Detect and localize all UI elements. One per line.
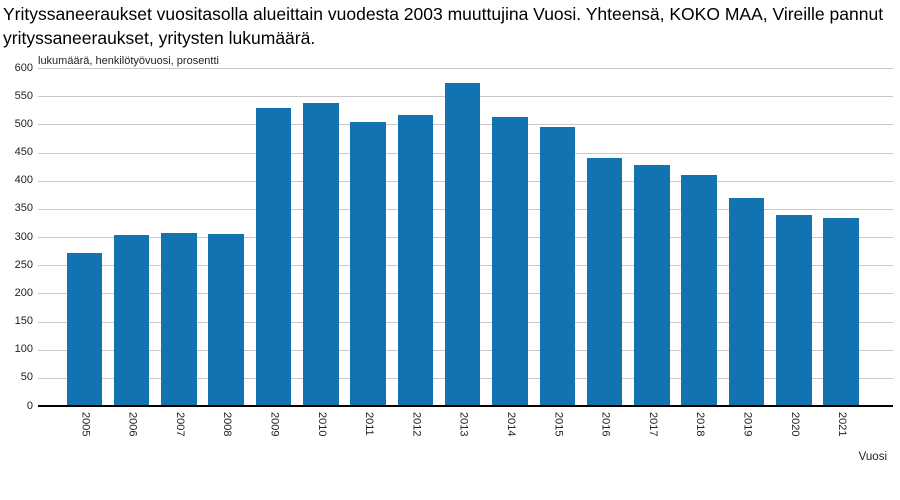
y-tick-label-600: 600 — [14, 61, 33, 74]
gridline-600 — [38, 68, 893, 69]
x-tick-label-2020: 2020 — [788, 412, 801, 437]
bar-2006 — [113, 234, 150, 405]
y-tick-label-100: 100 — [14, 343, 33, 356]
plot-area — [38, 68, 893, 407]
x-tick-label-2021: 2021 — [836, 412, 849, 437]
x-tick-label-2017: 2017 — [646, 412, 659, 437]
x-tick-label-2015: 2015 — [552, 412, 565, 437]
y-tick-label-300: 300 — [14, 230, 33, 243]
x-tick-label-2005: 2005 — [79, 412, 92, 437]
x-tick-label-2016: 2016 — [599, 412, 612, 437]
bar-2010 — [303, 102, 339, 405]
chart-title: Yrityssaneeraukset vuositasolla alueitta… — [3, 4, 884, 48]
bar-2009 — [255, 107, 292, 405]
y-tick-label-350: 350 — [14, 202, 33, 215]
y-tick-label-200: 200 — [14, 286, 33, 299]
x-tick-label-2014: 2014 — [504, 412, 517, 437]
y-tick-label-550: 550 — [14, 89, 33, 102]
bar-2014 — [492, 116, 528, 405]
bar-2017 — [634, 165, 670, 405]
y-tick-label-250: 250 — [14, 258, 33, 271]
x-tick-label-2010: 2010 — [315, 412, 328, 437]
x-tick-label-2018: 2018 — [694, 412, 707, 437]
bar-2012 — [397, 114, 434, 405]
x-axis-title: Vuosi — [858, 451, 887, 463]
y-tick-label-150: 150 — [14, 315, 33, 327]
bar-2020 — [776, 214, 812, 405]
y-tick-label-400: 400 — [14, 174, 33, 187]
x-axis-line — [38, 405, 893, 407]
bar-2013 — [444, 83, 481, 405]
y-tick-label-500: 500 — [14, 117, 33, 130]
bar-2016 — [586, 157, 623, 405]
bar-2019 — [728, 197, 765, 405]
x-tick-label-2012: 2012 — [410, 412, 423, 437]
bar-2011 — [350, 122, 386, 405]
bar-2008 — [208, 234, 244, 405]
x-tick-label-2009: 2009 — [268, 412, 281, 437]
bar-2007 — [161, 232, 197, 405]
y-tick-label-0: 0 — [26, 399, 33, 412]
y-tick-label-50: 50 — [20, 371, 33, 384]
x-tick-label-2019: 2019 — [741, 412, 754, 437]
bar-2021 — [823, 217, 859, 405]
bar-2005 — [66, 253, 102, 405]
y-tick-label-450: 450 — [14, 146, 33, 158]
bar-2018 — [681, 175, 717, 405]
x-tick-label-2007: 2007 — [173, 412, 186, 437]
y-axis-unit-label: lukumäärä, henkilötyövuosi, prosentti — [38, 55, 219, 67]
bar-2015 — [539, 126, 575, 405]
x-tick-label-2006: 2006 — [126, 412, 139, 437]
x-tick-label-2011: 2011 — [363, 412, 376, 436]
x-tick-label-2013: 2013 — [457, 412, 470, 437]
x-tick-label-2008: 2008 — [221, 412, 234, 437]
